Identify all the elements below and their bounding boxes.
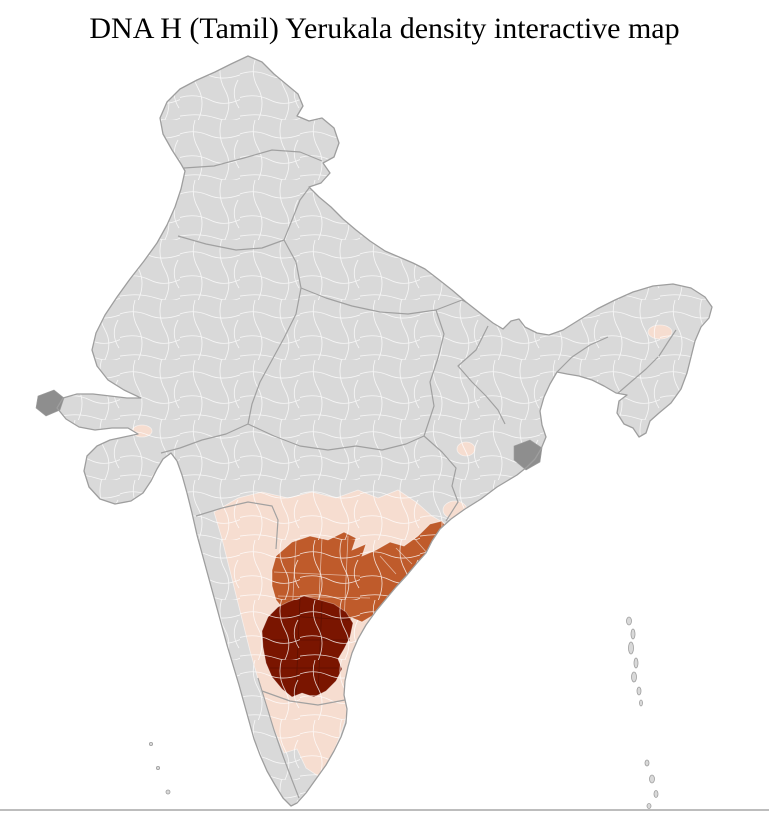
map-title: DNA H (Tamil) Yerukala density interacti…	[89, 12, 680, 45]
district-borders-overlay	[57, 56, 712, 806]
lakshadweep-islands[interactable]	[148, 742, 171, 795]
no-data-area-kutch[interactable]	[35, 389, 65, 417]
bottom-divider	[0, 809, 769, 811]
andaman-nicobar-islands[interactable]	[626, 616, 659, 809]
state-borders	[160, 149, 677, 799]
no-data-area-sundarbans[interactable]	[513, 439, 543, 471]
